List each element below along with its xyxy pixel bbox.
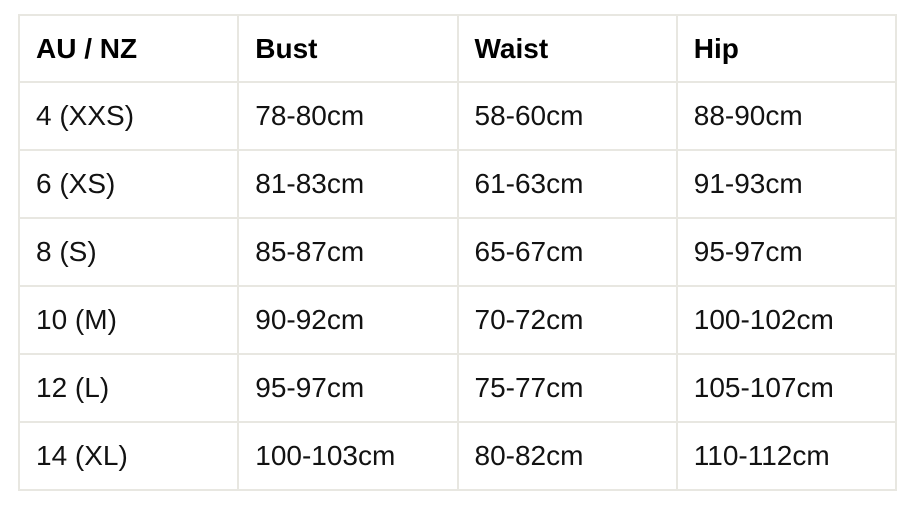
header-row: AU / NZ Bust Waist Hip [17,14,898,83]
table-row: 10 (M) 90-92cm 70-72cm 100-102cm [17,285,898,355]
waist-cell: 70-72cm [456,285,678,355]
size-cell: 14 (XL) [17,421,240,491]
size-cell: 10 (M) [17,285,240,355]
hip-cell: 88-90cm [675,81,898,151]
hip-cell: 110-112cm [675,421,898,491]
bust-cell: 100-103cm [237,421,459,491]
size-cell: 4 (XXS) [17,81,240,151]
header-cell-au-nz: AU / NZ [17,14,240,83]
waist-cell: 80-82cm [456,421,678,491]
bust-cell: 78-80cm [237,81,459,151]
bust-cell: 85-87cm [237,217,459,287]
bust-cell: 95-97cm [237,353,459,423]
table-row: 8 (S) 85-87cm 65-67cm 95-97cm [17,217,898,287]
size-cell: 6 (XS) [17,149,240,219]
bust-cell: 81-83cm [237,149,459,219]
hip-cell: 95-97cm [675,217,898,287]
bust-cell: 90-92cm [237,285,459,355]
size-chart-table: AU / NZ Bust Waist Hip 4 (XXS) 78-80cm 5… [17,14,898,491]
table-row: 4 (XXS) 78-80cm 58-60cm 88-90cm [17,81,898,151]
size-cell: 8 (S) [17,217,240,287]
table-row: 12 (L) 95-97cm 75-77cm 105-107cm [17,353,898,423]
hip-cell: 100-102cm [675,285,898,355]
waist-cell: 75-77cm [456,353,678,423]
hip-cell: 105-107cm [675,353,898,423]
header-cell-bust: Bust [237,14,459,83]
header-cell-hip: Hip [675,14,898,83]
waist-cell: 58-60cm [456,81,678,151]
size-cell: 12 (L) [17,353,240,423]
waist-cell: 65-67cm [456,217,678,287]
header-cell-waist: Waist [456,14,678,83]
table-row: 14 (XL) 100-103cm 80-82cm 110-112cm [17,421,898,491]
hip-cell: 91-93cm [675,149,898,219]
waist-cell: 61-63cm [456,149,678,219]
table-row: 6 (XS) 81-83cm 61-63cm 91-93cm [17,149,898,219]
